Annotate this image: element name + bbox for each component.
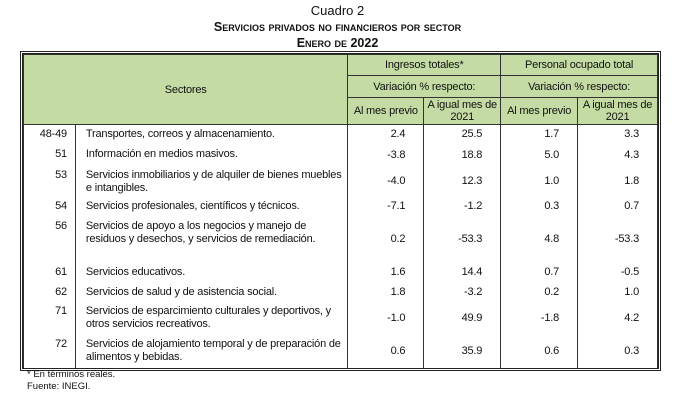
personal-igual-mes: 4.2 [577,301,658,335]
ingresos-igual-mes: 25.5 [423,124,502,145]
header-sectores: Sectores [22,54,349,125]
sector-name: Servicios de esparcimiento culturales y … [74,301,349,335]
ingresos-igual-mes: -1.2 [423,196,502,217]
personal-mes-previo: 1.0 [500,165,579,197]
sector-name: Servicios de alojamiento temporal y de p… [74,334,349,368]
personal-mes-previo: 5.0 [500,144,579,166]
ingresos-mes-previo: 1.6 [347,262,425,283]
ingresos-igual-mes: 35.9 [423,334,502,368]
table-row: 62 Servicios de salud y de asistencia soc… [23,282,658,302]
ingresos-mes-previo: 2.4 [347,124,425,145]
sector-code: 53 [23,165,76,197]
sector-code: 54 [23,196,76,217]
personal-mes-previo: 0.2 [500,282,579,302]
personal-igual-mes: 1.0 [577,282,658,302]
ingresos-igual-mes: -53.3 [423,216,502,263]
personal-igual-mes: 0.3 [577,334,658,368]
sector-name: Servicios inmobiliarios y de alquiler de… [74,165,349,197]
sector-name: Transportes, correos y almacenamiento. [74,124,349,145]
source-note: Fuente: INEGI. [27,381,91,392]
ingresos-mes-previo: -1.0 [347,301,425,335]
ingresos-igual-mes: 18.8 [423,144,502,166]
personal-mes-previo: -1.8 [500,301,579,335]
header-variacion-ingresos: Variación % respecto: [347,75,502,98]
header-per-igual-mes: A igual mes de 2021 [577,97,658,125]
ingresos-mes-previo: -4.0 [347,165,425,197]
table-row: 56 Servicios de apoyo a los negocios y ma… [23,216,658,263]
table-row: 71 Servicios de esparcimiento culturales … [23,301,658,335]
personal-mes-previo: 0.3 [500,196,579,217]
table-row: 72 Servicios de alojamiento temporal y de… [23,334,658,368]
sector-code: 48-49 [23,124,76,145]
table-row: 53 Servicios inmobiliarios y de alquiler … [23,165,658,197]
ingresos-igual-mes: 49.9 [423,301,502,335]
personal-igual-mes: -0.5 [577,262,658,283]
sector-name: Servicios de apoyo a los negocios y mane… [74,216,349,263]
sector-name: Servicios profesionales, científicos y t… [74,196,349,217]
personal-mes-previo: 1.7 [500,124,579,145]
data-table: Sectores Ingresos totales* Personal ocup… [20,51,661,371]
personal-mes-previo: 0.6 [500,334,579,368]
sector-code: 62 [23,282,76,302]
personal-mes-previo: 4.8 [500,216,579,263]
sector-code: 71 [23,301,76,335]
sector-code: 72 [23,334,76,368]
personal-igual-mes: 0.7 [577,196,658,217]
table-number: Cuadro 2 [310,3,365,18]
header-ing-mes-previo: Al mes previo [347,97,425,125]
personal-igual-mes: 1.8 [577,165,658,197]
personal-igual-mes: -53.3 [577,216,658,263]
personal-igual-mes: 3.3 [577,124,658,145]
ingresos-igual-mes: 14.4 [423,262,502,283]
ingresos-igual-mes: 12.3 [423,165,502,197]
table-row: 54 Servicios profesionales, científicos y… [23,196,658,217]
ingresos-mes-previo: 1.8 [347,282,425,302]
ingresos-mes-previo: 0.6 [347,334,425,368]
header-ingresos: Ingresos totales* [347,54,502,76]
table-row: 51 Información en medios masivos. -3.8 18.8… [23,144,658,166]
header-personal: Personal ocupado total [500,54,658,76]
sector-name: Servicios de salud y de asistencia socia… [74,282,349,302]
ingresos-mes-previo: 0.2 [347,216,425,263]
table-title: Servicios privados no financieros por se… [213,20,462,34]
sector-code: 51 [23,144,76,166]
ingresos-igual-mes: -3.2 [423,282,502,302]
sector-code: 61 [23,262,76,283]
header-variacion-personal: Variación % respecto: [500,75,658,98]
footnote: * En términos reales. [27,369,116,380]
sector-code: 56 [23,216,76,263]
ingresos-mes-previo: -3.8 [347,144,425,166]
table-row: 48-49 Transportes, correos y almacenamien… [23,124,658,145]
table-subtitle: Enero de 2022 [296,36,379,50]
personal-mes-previo: 0.7 [500,262,579,283]
header-per-mes-previo: Al mes previo [500,97,579,125]
ingresos-mes-previo: -7.1 [347,196,425,217]
table-row: 61 Servicios educativos. 1.6 14.4 0.7 -0.5 [23,262,658,283]
personal-igual-mes: 4.3 [577,144,658,166]
sector-name: Información en medios masivos. [74,144,349,166]
header-ing-igual-mes: A igual mes de 2021 [423,97,502,125]
sector-name: Servicios educativos. [74,262,349,283]
